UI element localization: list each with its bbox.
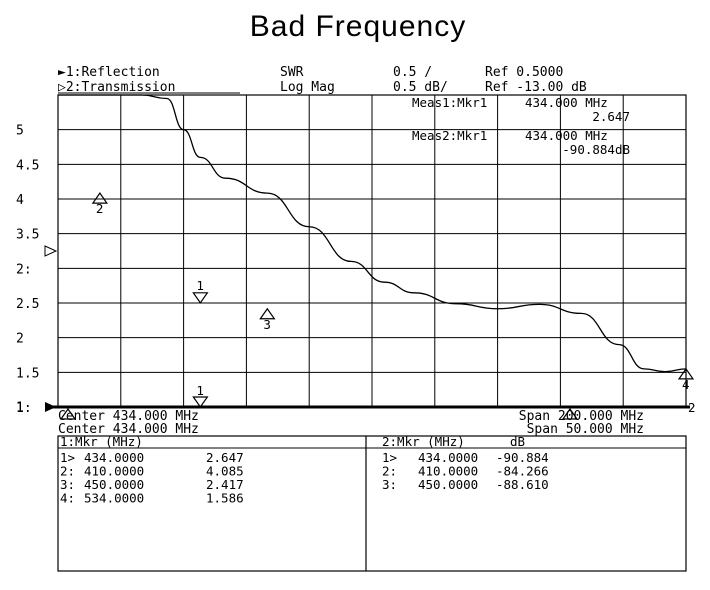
trace-line-reflection bbox=[57, 94, 687, 373]
marker-3-label: 3 bbox=[263, 317, 271, 332]
y-tick-label: 4.5 bbox=[16, 158, 39, 173]
table2-row-id: 1> bbox=[382, 450, 397, 465]
span-2: Span 50.000 MHz bbox=[527, 422, 644, 437]
marker-4-symbol bbox=[677, 367, 695, 380]
marker-1-label: 1 bbox=[196, 278, 204, 293]
y-tick-label: 1: bbox=[16, 401, 32, 416]
table2-row-value: -84.266 bbox=[496, 464, 549, 479]
table1-row-value: 2.647 bbox=[206, 450, 244, 465]
marker-2-symbol bbox=[91, 192, 109, 204]
marker-1-symbol bbox=[192, 396, 209, 409]
y-tick-label: 2 bbox=[16, 332, 24, 347]
y-tick-label: 1.5 bbox=[16, 366, 39, 381]
table2-row-freq: 450.0000 bbox=[418, 477, 478, 492]
center-1: Center 434.000 MHz bbox=[58, 409, 199, 424]
center-2: Center 434.000 MHz bbox=[58, 422, 199, 437]
ch2-format: Log Mag bbox=[280, 80, 335, 95]
grid bbox=[58, 95, 686, 407]
table1-row-id: 3: bbox=[60, 477, 75, 492]
table2-row-freq: 434.0000 bbox=[418, 450, 478, 465]
marker-table-rows: 1> 434.0000 2.647 2: 410.0000 4.085 3: 450.0000… bbox=[60, 450, 549, 506]
meas1-label: Meas1:Mkr1 bbox=[412, 95, 487, 110]
table1-row-id: 1> bbox=[60, 450, 75, 465]
table2-row-value: -88.610 bbox=[496, 477, 549, 492]
meas2-label: Meas2:Mkr1 bbox=[412, 128, 487, 143]
markers: 2 1 3 4 1 bbox=[59, 192, 695, 420]
marker-1-symbol bbox=[192, 292, 209, 304]
ch1-label: ►1:Reflection bbox=[58, 65, 160, 80]
table1-row-freq: 450.0000 bbox=[84, 477, 144, 492]
ch1-format: SWR bbox=[280, 65, 304, 80]
table2-row-freq: 410.0000 bbox=[418, 464, 478, 479]
chart-title: Bad Frequency bbox=[250, 10, 466, 43]
table2-row-id: 3: bbox=[382, 477, 397, 492]
y-tick-label: 1 bbox=[16, 400, 24, 415]
ref-arrow-ch1 bbox=[45, 402, 56, 412]
marker-4-label: 4 bbox=[682, 377, 690, 392]
marker-span-symbol bbox=[561, 407, 579, 420]
meas2-value: -90.884dB bbox=[562, 142, 630, 157]
marker-3-symbol bbox=[259, 307, 276, 320]
y-tick-label: 5 bbox=[16, 124, 24, 139]
ch1-ref: Ref 0.5000 bbox=[485, 65, 563, 80]
ch1-scale: 0.5 / bbox=[393, 65, 432, 80]
marker-start-symbol bbox=[59, 407, 77, 420]
trace-end-2: 2 bbox=[688, 400, 696, 415]
span-1: Span 200.000 MHz bbox=[519, 409, 644, 424]
table1-row-freq: 434.0000 bbox=[84, 450, 144, 465]
marker-1-label: 1 bbox=[196, 383, 204, 398]
table1-row-freq: 534.0000 bbox=[84, 491, 144, 506]
table1-row-freq: 410.0000 bbox=[84, 464, 144, 479]
y-tick-label: 3.5 bbox=[16, 228, 39, 243]
table1-row-value: 4.085 bbox=[206, 464, 244, 479]
table2-unit: dB bbox=[510, 434, 525, 449]
marker-2-label: 2 bbox=[96, 201, 104, 216]
ch2-label: ▷2:Transmission bbox=[58, 80, 175, 95]
y-tick-label: 2.5 bbox=[16, 297, 39, 312]
table2-row-id: 2: bbox=[382, 464, 397, 479]
meas1-value: 2.647 bbox=[592, 109, 630, 124]
marker-table-frame bbox=[57, 435, 687, 572]
table1-row-id: 4: bbox=[60, 491, 75, 506]
meas1-freq: 434.000 MHz bbox=[525, 95, 608, 110]
ch2-ref: Ref -13.00 dB bbox=[485, 80, 587, 95]
meas2-freq: 434.000 MHz bbox=[525, 128, 608, 143]
ch2-scale: 0.5 dB/ bbox=[393, 80, 448, 95]
ref-arrow-ch2 bbox=[44, 245, 58, 257]
table1-row-value: 1.586 bbox=[206, 491, 244, 506]
table1-row-value: 2.417 bbox=[206, 477, 244, 492]
y-tick-label: 2: bbox=[16, 262, 32, 277]
y-tick-label: 4 bbox=[16, 193, 24, 208]
table2-row-value: -90.884 bbox=[496, 450, 549, 465]
table2-header: 2:Mkr (MHz) bbox=[382, 434, 465, 449]
y-tick-labels: 5 4.5 4 3.5 2: 2.5 2 1.5 11: bbox=[16, 124, 39, 416]
table1-header: 1:Mkr (MHz) bbox=[60, 434, 143, 449]
table1-row-id: 2: bbox=[60, 464, 75, 479]
